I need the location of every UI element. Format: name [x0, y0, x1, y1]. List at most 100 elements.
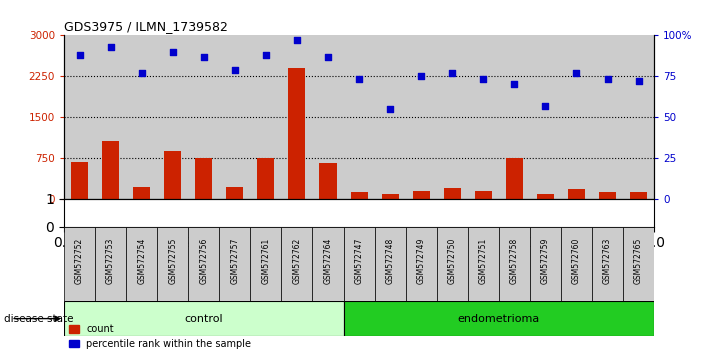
Point [136, 70, 147, 76]
Bar [382, 194, 399, 199]
Bar [250, 35, 282, 199]
Bar [343, 35, 375, 199]
Bar [530, 35, 561, 199]
Bar [375, 35, 406, 199]
Bar [592, 35, 623, 199]
Point [105, 44, 117, 50]
Point [571, 70, 582, 76]
Point [415, 73, 427, 79]
Bar [257, 158, 274, 199]
Text: GSM572759: GSM572759 [541, 238, 550, 284]
Text: GSM572755: GSM572755 [169, 238, 177, 284]
Bar [351, 192, 368, 199]
Bar [375, 227, 406, 301]
Bar [282, 227, 312, 301]
Bar [623, 35, 654, 199]
Legend: count, percentile rank within the sample: count, percentile rank within the sample [69, 324, 252, 349]
Point [198, 54, 210, 59]
Bar [406, 35, 437, 199]
Text: control: control [184, 314, 223, 324]
Bar [64, 227, 95, 301]
Bar [444, 188, 461, 199]
Bar [219, 227, 250, 301]
Bar [64, 301, 343, 336]
Bar [406, 227, 437, 301]
Text: GSM572762: GSM572762 [292, 238, 301, 284]
Text: GSM572751: GSM572751 [479, 238, 488, 284]
Bar [319, 162, 336, 199]
Bar [188, 227, 219, 301]
Point [353, 76, 365, 82]
Bar [499, 35, 530, 199]
Bar [188, 35, 219, 199]
Bar [102, 142, 119, 199]
Bar [312, 227, 343, 301]
Bar [599, 192, 616, 199]
Text: GDS3975 / ILMN_1739582: GDS3975 / ILMN_1739582 [64, 20, 228, 33]
Point [74, 52, 85, 58]
Bar [196, 158, 213, 199]
Point [478, 76, 489, 82]
Bar [468, 35, 499, 199]
Point [602, 76, 613, 82]
Bar [343, 227, 375, 301]
Bar [157, 227, 188, 301]
Bar [126, 35, 157, 199]
Bar [475, 192, 492, 199]
Bar [530, 227, 561, 301]
Bar [630, 192, 647, 199]
Bar [561, 35, 592, 199]
Bar [412, 191, 429, 199]
Text: GSM572748: GSM572748 [385, 238, 395, 284]
Text: GSM572761: GSM572761 [262, 238, 270, 284]
Bar [623, 227, 654, 301]
Text: endometrioma: endometrioma [458, 314, 540, 324]
Bar [568, 189, 585, 199]
Point [508, 81, 520, 87]
Text: GSM572758: GSM572758 [510, 238, 519, 284]
Text: GSM572760: GSM572760 [572, 238, 581, 284]
Point [292, 38, 303, 43]
Bar [157, 35, 188, 199]
Text: GSM572763: GSM572763 [603, 238, 612, 284]
Text: GSM572765: GSM572765 [634, 238, 643, 284]
Bar [219, 35, 250, 199]
Point [260, 52, 272, 58]
Point [229, 67, 240, 73]
Bar [289, 68, 306, 199]
Point [633, 78, 644, 84]
Point [540, 103, 551, 108]
Point [385, 106, 396, 112]
Bar [71, 161, 88, 199]
Text: GSM572756: GSM572756 [199, 238, 208, 284]
Bar [95, 227, 126, 301]
Point [167, 49, 178, 55]
Bar [312, 35, 343, 199]
Bar [537, 194, 554, 199]
Text: GSM572747: GSM572747 [355, 238, 363, 284]
Bar [226, 187, 243, 199]
Text: GSM572754: GSM572754 [137, 238, 146, 284]
Bar [506, 158, 523, 199]
Text: GSM572749: GSM572749 [417, 238, 426, 284]
Bar [592, 227, 623, 301]
Text: GSM572757: GSM572757 [230, 238, 240, 284]
Point [322, 54, 333, 59]
Text: GSM572764: GSM572764 [324, 238, 333, 284]
Text: GSM572753: GSM572753 [106, 238, 115, 284]
Bar [437, 35, 468, 199]
Bar [95, 35, 126, 199]
Bar [64, 35, 95, 199]
Text: GSM572750: GSM572750 [448, 238, 456, 284]
Text: disease state: disease state [4, 314, 73, 324]
Bar [437, 227, 468, 301]
Bar [250, 227, 282, 301]
Bar [561, 227, 592, 301]
Bar [499, 227, 530, 301]
Bar [282, 35, 312, 199]
Point [447, 70, 458, 76]
Bar [126, 227, 157, 301]
Bar [164, 151, 181, 199]
Bar [468, 227, 499, 301]
Bar [133, 187, 150, 199]
